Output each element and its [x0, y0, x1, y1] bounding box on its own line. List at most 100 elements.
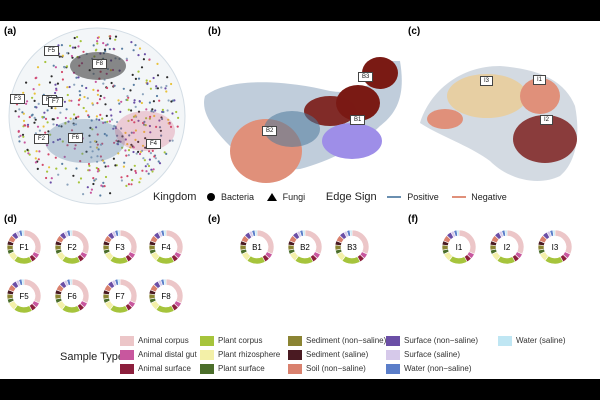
sample-type-label: Surface (saline): [404, 350, 461, 360]
donut-label: F8: [161, 292, 171, 301]
donut-f4: F4: [146, 227, 186, 272]
figure: (a) (b) (c) (d) (e) (f) F5 F3 F1 F7 F2 F6 F8 F4…: [0, 21, 600, 379]
donut-label: F4: [161, 243, 171, 252]
sample-type-label: Animal distal gut: [138, 350, 197, 360]
cluster-label-i2: I2: [540, 115, 554, 125]
donut-label: F1: [19, 243, 29, 252]
sample-type-label: Plant rhizosphere: [218, 350, 281, 360]
donut-label: B1: [252, 243, 262, 252]
donut-label: F6: [67, 292, 77, 301]
donut-label: I3: [552, 243, 559, 252]
positive-line-icon: [387, 196, 402, 199]
cluster-label-i1: I1: [533, 75, 547, 85]
sample-type-label: Sediment (non−saline): [306, 336, 387, 346]
panel-label-e: (e): [208, 214, 221, 225]
sample-type-label: Water (saline): [516, 336, 566, 346]
donut-segment: [504, 229, 508, 237]
donut-label: F2: [67, 243, 77, 252]
donut-i3: I3: [535, 227, 575, 272]
color-swatch: [386, 350, 400, 360]
donut-f5: F5: [4, 276, 44, 321]
color-swatch: [120, 364, 134, 374]
donut-f6: F6: [52, 276, 92, 321]
cluster-label-f5: F5: [44, 46, 60, 56]
donut-segment: [302, 229, 306, 237]
donut-label: I1: [456, 243, 463, 252]
sample-type-item: Sediment (saline): [288, 350, 368, 360]
donut-f2: F2: [52, 227, 92, 272]
donut-segment: [163, 278, 167, 286]
network-legend: Kingdom Bacteria Fungi Edge Sign Positiv…: [153, 191, 517, 203]
sample-type-item: Animal surface: [120, 364, 191, 374]
panel-label-a: (a): [4, 26, 17, 37]
panel-label-b: (b): [208, 26, 221, 37]
sample-type-item: Animal corpus: [120, 336, 189, 346]
sample-type-label: Plant surface: [218, 364, 265, 374]
cluster-label-f7: F7: [48, 97, 64, 107]
network-b: [204, 57, 402, 183]
donut-segment: [254, 229, 258, 237]
network-graphics: [8, 27, 578, 205]
sample-type-item: Soil (non−saline): [288, 364, 366, 374]
sample-type-item: Water (saline): [498, 336, 566, 346]
sample-type-label: Animal corpus: [138, 336, 189, 346]
donut-segment: [163, 229, 167, 237]
sample-type-item: Plant rhizosphere: [200, 350, 280, 360]
color-swatch: [120, 336, 134, 346]
color-swatch: [200, 336, 214, 346]
color-swatch: [200, 364, 214, 374]
kingdom-title: Kingdom: [153, 191, 197, 203]
sample-type-label: Animal surface: [138, 364, 191, 374]
donut-segment: [117, 278, 121, 286]
cluster-label-f3: F3: [10, 94, 26, 104]
cluster-label-i3: I3: [480, 76, 494, 86]
sample-type-item: Surface (saline): [386, 350, 460, 360]
color-swatch: [386, 336, 400, 346]
negative-label: Negative: [471, 192, 507, 202]
donut-f3: F3: [100, 227, 140, 272]
donut-b3: B3: [332, 227, 372, 272]
color-swatch: [288, 350, 302, 360]
sample-type-label: Sediment (saline): [306, 350, 369, 360]
sample-type-title: Sample Type: [60, 351, 125, 363]
positive-label: Positive: [407, 192, 439, 202]
cluster-label-f8: F8: [92, 59, 108, 69]
donut-label: B2: [300, 243, 310, 252]
donut-f8: F8: [146, 276, 186, 321]
donut-segment: [456, 229, 460, 237]
sample-type-label: Soil (non−saline): [306, 364, 366, 374]
sample-type-item: Water (non−saline): [386, 364, 472, 374]
sample-type-legend: Sample Type Animal corpus Animal distal g…: [60, 334, 600, 379]
sample-type-label: Plant corpus: [218, 336, 263, 346]
donut-f7: F7: [100, 276, 140, 321]
color-swatch: [200, 350, 214, 360]
color-swatch: [386, 364, 400, 374]
donut-label: I2: [504, 243, 511, 252]
sample-type-item: Sediment (non−saline): [288, 336, 386, 346]
cluster-label-b1: B1: [350, 115, 366, 125]
negative-line-icon: [451, 196, 466, 199]
fungi-triangle-icon: [266, 193, 277, 202]
sample-type-label: Water (non−saline): [404, 364, 472, 374]
cluster-label-b3: B3: [358, 72, 374, 82]
edge-sign-title: Edge Sign: [325, 191, 377, 203]
donut-b2: B2: [285, 227, 325, 272]
donut-label: B3: [347, 243, 357, 252]
color-swatch: [498, 336, 512, 346]
donut-segment: [21, 278, 25, 286]
donut-label: F7: [115, 292, 125, 301]
cluster-label-f4: F4: [146, 139, 162, 149]
fungi-label: Fungi: [282, 192, 306, 202]
donut-segment: [117, 229, 121, 237]
sample-type-item: Plant surface: [200, 364, 265, 374]
bacteria-label: Bacteria: [220, 192, 255, 202]
donut-segment: [21, 229, 25, 237]
cluster-label-b2: B2: [262, 126, 278, 136]
network-a: [8, 27, 186, 205]
donut-f1: F1: [4, 227, 44, 272]
donut-segment: [69, 229, 73, 237]
color-swatch: [120, 350, 134, 360]
donut-label: F5: [19, 292, 29, 301]
panel-label-f: (f): [408, 214, 418, 225]
cluster-label-f2: F2: [34, 134, 50, 144]
